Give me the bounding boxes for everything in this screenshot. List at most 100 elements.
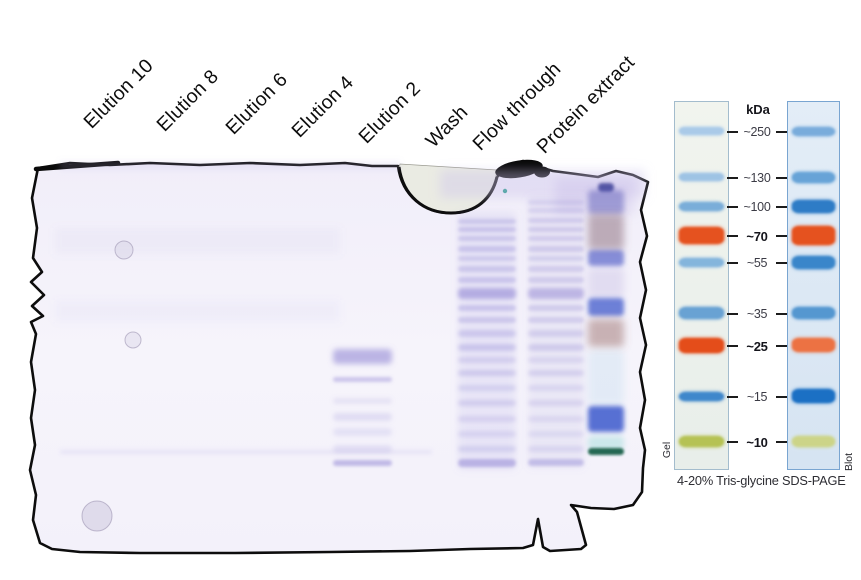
- gel-band: [588, 350, 624, 405]
- ladder-row--70: ~70: [727, 227, 787, 245]
- gel-bubbles: [81, 240, 142, 532]
- ladder-label--35: ~35: [746, 307, 768, 321]
- gel-band: [528, 288, 584, 299]
- gel-band: [588, 268, 624, 298]
- ladder-band-gel--70: [678, 226, 725, 244]
- gel-band: [458, 344, 516, 351]
- gel-band: [458, 330, 516, 337]
- gel-band: [333, 398, 392, 404]
- gel-band: [528, 459, 584, 466]
- ladder-row--10: ~10: [727, 433, 787, 451]
- gel-band: [333, 349, 392, 364]
- ladder-tick-left: [727, 313, 738, 315]
- ladder-label--250: ~250: [743, 125, 771, 139]
- ladder-row--35: ~35: [727, 305, 787, 323]
- air-bubble: [114, 240, 134, 260]
- gel-band: [458, 305, 516, 311]
- ladder-tick-right: [776, 396, 787, 398]
- air-bubble: [81, 500, 113, 532]
- gel-band: [528, 200, 584, 205]
- gel-band: [458, 219, 516, 224]
- gel-band: [528, 400, 584, 406]
- kda-unit-label: kDa: [746, 102, 770, 117]
- gel-band: [528, 385, 584, 391]
- gel-band: [458, 317, 516, 323]
- gel-lane-marker: [588, 183, 624, 455]
- gel-band: [588, 298, 624, 316]
- ladder-band-gel--15: [678, 391, 725, 401]
- gel-tint: [60, 161, 400, 170]
- gel-tint: [60, 450, 432, 454]
- ladder-row--100: ~100: [727, 198, 787, 216]
- air-bubble: [124, 331, 142, 349]
- gel-band: [528, 256, 584, 261]
- ladder-tick-left: [727, 177, 738, 179]
- gel-band: [588, 250, 624, 266]
- gel-band: [333, 377, 392, 382]
- ladder-label--130: ~130: [743, 171, 771, 185]
- ladder-tick-left: [727, 262, 738, 264]
- gel-band: [588, 406, 624, 432]
- blot-lane-caption: Blot: [843, 452, 855, 472]
- gel-band: [528, 305, 584, 311]
- gel-tint: [55, 300, 340, 322]
- gel-band: [528, 227, 584, 232]
- gel-band: [458, 256, 516, 261]
- gel-band: [598, 183, 614, 192]
- ladder-tick-left: [727, 345, 738, 347]
- gel-bands: [333, 183, 624, 470]
- gel-tints: [55, 161, 645, 454]
- gel-band: [528, 446, 584, 452]
- gel-tint: [55, 228, 340, 254]
- ladder-band-blot--35: [791, 307, 836, 320]
- ladder-tick-right: [776, 262, 787, 264]
- ladder-tick-right: [776, 131, 787, 133]
- ladder-gel-lane: [674, 101, 729, 470]
- gel-band: [528, 370, 584, 376]
- gel-band: [588, 436, 624, 450]
- ladder-row--130: ~130: [727, 169, 787, 187]
- gel-band: [528, 431, 584, 437]
- gel-lane-protein-extract: [528, 196, 584, 468]
- ladder-label--70: ~70: [746, 228, 768, 244]
- ladder-band-gel--25: [678, 337, 725, 353]
- gel-band: [528, 317, 584, 323]
- gel-band: [528, 218, 584, 223]
- ladder-band-blot--130: [791, 171, 836, 183]
- ladder-tick-left: [727, 396, 738, 398]
- gel-band: [528, 344, 584, 351]
- ladder-label--15: ~15: [746, 390, 768, 404]
- gel-band: [458, 357, 516, 363]
- ladder-label--25: ~25: [746, 338, 768, 354]
- gel-band: [333, 460, 392, 466]
- gel-band: [588, 448, 624, 455]
- gel-band: [458, 277, 516, 283]
- ladder-row--25: ~25: [727, 337, 787, 355]
- gel-band: [588, 214, 624, 250]
- gel-band: [528, 208, 584, 213]
- gel-band: [333, 428, 392, 436]
- ladder-band-gel--55: [678, 257, 725, 267]
- gel-band: [588, 190, 624, 214]
- ladder-row--250: ~250: [727, 123, 787, 141]
- ladder-row--15: ~15: [727, 388, 787, 406]
- gel-band: [528, 357, 584, 363]
- ladder-tick-left: [727, 235, 738, 237]
- ladder-tick-right: [776, 206, 787, 208]
- gel-band: [458, 227, 516, 232]
- gel-band: [528, 266, 584, 272]
- ladder-band-blot--15: [791, 389, 836, 404]
- gel-band: [458, 385, 516, 391]
- gel-band: [458, 446, 516, 452]
- ladder-band-blot--100: [791, 199, 836, 213]
- ladder-tick-left: [727, 441, 738, 443]
- ladder-band-blot--10: [791, 435, 836, 447]
- gel-band: [528, 236, 584, 241]
- ladder-band-gel--250: [678, 127, 725, 136]
- gel-band: [458, 370, 516, 376]
- ladder-tick-right: [776, 235, 787, 237]
- ladder-label--100: ~100: [743, 200, 771, 214]
- ladder-blot-lane: [787, 101, 840, 470]
- ladder-band-blot--25: [791, 338, 836, 353]
